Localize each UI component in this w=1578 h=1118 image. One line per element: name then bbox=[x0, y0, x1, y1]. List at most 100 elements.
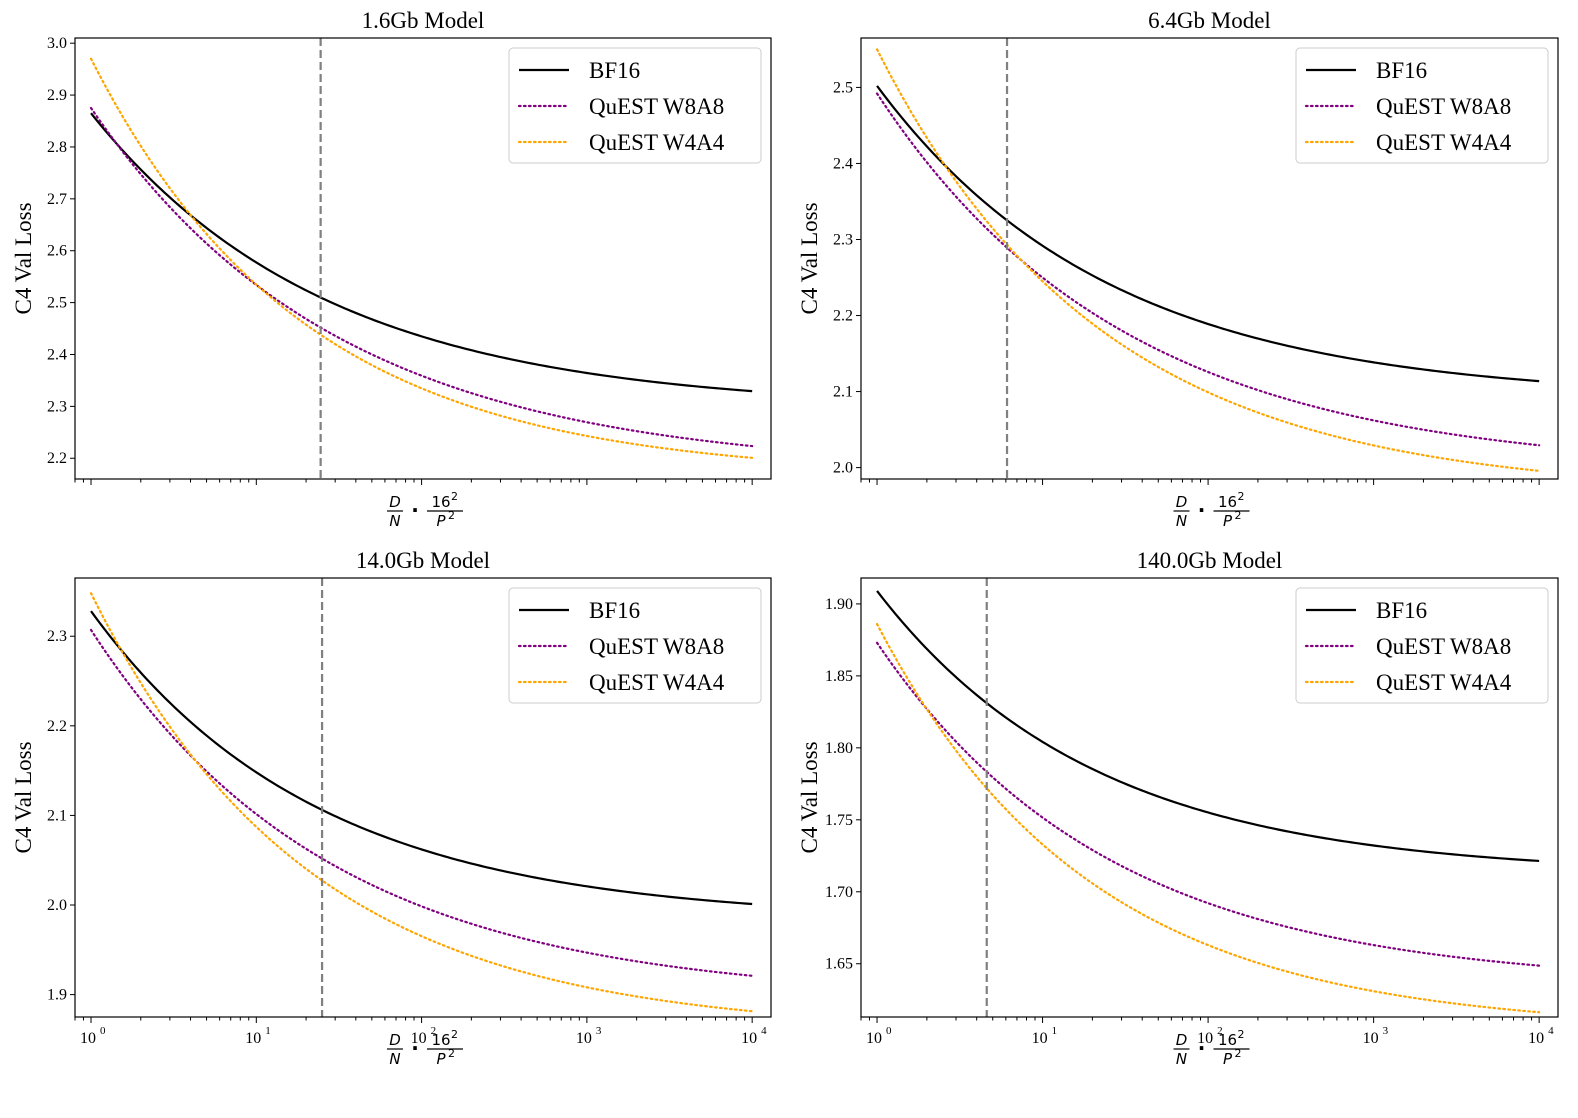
xlabel-multiply-dot: · bbox=[1198, 498, 1206, 522]
xlabel-den-base: P bbox=[436, 512, 446, 530]
xlabel-frac-numerator: D bbox=[1176, 1031, 1188, 1049]
y-axis-label: C4 Val Loss bbox=[797, 202, 822, 314]
y-tick-label: 2.5 bbox=[47, 295, 67, 312]
x-tick-label: 10 1 bbox=[1032, 1025, 1058, 1047]
x-tick-exponent: 1 bbox=[265, 1025, 271, 1037]
y-tick-label: 1.90 bbox=[825, 596, 853, 613]
xlabel-num-base: 16 bbox=[431, 493, 450, 511]
series-line-bf16 bbox=[90, 610, 753, 906]
x-axis-label: DN · 16 2P 2 bbox=[1173, 490, 1250, 530]
xlabel-num-base: 16 bbox=[1218, 1031, 1237, 1049]
plot-area-frame bbox=[74, 577, 772, 1018]
xlabel-frac-denominator: N bbox=[389, 512, 400, 530]
legend-label: BF16 bbox=[1376, 58, 1427, 83]
y-tick-label: 2.9 bbox=[47, 87, 67, 104]
xlabel-frac-denominator: N bbox=[1176, 512, 1187, 530]
y-tick-label: 2.2 bbox=[47, 450, 67, 467]
xlabel-num-exponent: 2 bbox=[451, 1028, 458, 1041]
plot-area-frame bbox=[74, 37, 772, 480]
xlabel-num-base: 16 bbox=[431, 1031, 450, 1049]
x-tick-exponent: 2 bbox=[431, 1025, 437, 1037]
series-line-bf16 bbox=[90, 112, 753, 393]
y-tick-label: 2.5 bbox=[833, 79, 853, 96]
y-tick-label: 2.7 bbox=[47, 191, 67, 208]
x-tick-base: 10 bbox=[866, 1030, 882, 1047]
x-tick-label: 10 2 bbox=[411, 1025, 437, 1047]
xlabel-den-base: P bbox=[1223, 1050, 1233, 1068]
xlabel-den-exponent: 2 bbox=[448, 1047, 455, 1060]
chart-panel-2: 6.4Gb Model C4 Val Loss 2.0 2.1 2.2 2.3 2.4 2.5… bbox=[797, 8, 1559, 530]
x-axis-label: DN · 16 2P 2 bbox=[387, 490, 463, 530]
chart-panel-1: 1.6Gb Model C4 Val Loss 2.2 2.3 2.4 2.5 2.6 2.7… bbox=[11, 8, 772, 530]
xlabel-num-exponent: 2 bbox=[1238, 1028, 1245, 1041]
legend-label: QuEST W8A8 bbox=[589, 634, 724, 659]
xlabel-frac-numerator: D bbox=[389, 1031, 401, 1049]
xlabel-frac-numerator: D bbox=[389, 493, 401, 511]
y-tick-label: 2.0 bbox=[47, 897, 67, 914]
x-tick-base: 10 bbox=[1197, 1030, 1213, 1047]
series-line-bf16 bbox=[876, 85, 1540, 383]
legend-label: QuEST W8A8 bbox=[1376, 94, 1511, 119]
y-tick-label: 2.4 bbox=[47, 346, 67, 363]
y-tick-label: 2.2 bbox=[833, 308, 853, 325]
legend: BF16 QuEST W8A8 QuEST W4A4 bbox=[1295, 587, 1549, 704]
xlabel-frac-denominator: N bbox=[389, 1050, 400, 1068]
x-tick-base: 10 bbox=[245, 1030, 261, 1047]
y-tick-label: 2.0 bbox=[833, 460, 853, 477]
x-tick-label: 10 0 bbox=[80, 1025, 106, 1047]
legend-label: QuEST W4A4 bbox=[589, 130, 725, 155]
legend-box bbox=[1295, 47, 1549, 164]
y-tick-label: 2.2 bbox=[47, 718, 67, 735]
xlabel-den-base: P bbox=[436, 1050, 446, 1068]
xlabel-frac-denominator: N bbox=[1176, 1050, 1187, 1068]
y-tick-label: 2.3 bbox=[47, 398, 67, 415]
x-tick-label: 10 4 bbox=[1528, 1025, 1554, 1047]
y-tick-label: 2.1 bbox=[47, 807, 67, 824]
legend-box bbox=[508, 587, 762, 704]
xlabel-multiply-dot: · bbox=[411, 1036, 419, 1060]
xlabel-den-base: P bbox=[1223, 512, 1233, 530]
y-axis-label: C4 Val Loss bbox=[797, 741, 822, 853]
legend-label: BF16 bbox=[589, 598, 640, 623]
x-axis-label: DN · 16 2P 2 bbox=[1173, 1028, 1250, 1068]
xlabel-den-exponent: 2 bbox=[1235, 509, 1242, 522]
y-tick-label: 2.8 bbox=[47, 139, 67, 156]
y-tick-label: 2.3 bbox=[833, 231, 853, 248]
xlabel-num-exponent: 2 bbox=[1238, 490, 1245, 503]
y-tick-label: 2.3 bbox=[47, 628, 67, 645]
x-tick-exponent: 2 bbox=[1217, 1025, 1223, 1037]
x-tick-base: 10 bbox=[1032, 1030, 1048, 1047]
y-tick-label: 1.70 bbox=[825, 884, 853, 901]
x-tick-exponent: 3 bbox=[596, 1025, 602, 1037]
legend-label: QuEST W4A4 bbox=[1376, 130, 1512, 155]
legend-box bbox=[508, 47, 762, 164]
legend: BF16 QuEST W8A8 QuEST W4A4 bbox=[1295, 47, 1549, 164]
x-axis-label: DN · 16 2P 2 bbox=[387, 1028, 463, 1068]
xlabel-den-exponent: 2 bbox=[448, 509, 455, 522]
series-line-quest-w4a4 bbox=[89, 57, 754, 459]
x-tick-label: 10 3 bbox=[1363, 1025, 1389, 1047]
x-tick-base: 10 bbox=[80, 1030, 96, 1047]
chart-title: 140.0Gb Model bbox=[1137, 548, 1283, 573]
y-tick-label: 1.80 bbox=[825, 740, 853, 757]
chart-panel-4: 140.0Gb Model C4 Val Loss 1.65 1.70 1.75 1.80… bbox=[797, 548, 1559, 1068]
chart-title: 6.4Gb Model bbox=[1148, 8, 1271, 33]
x-tick-exponent: 0 bbox=[886, 1025, 892, 1037]
chart-title: 14.0Gb Model bbox=[356, 548, 490, 573]
legend-label: QuEST W4A4 bbox=[1376, 670, 1512, 695]
legend-label: BF16 bbox=[589, 58, 640, 83]
plot-area-frame bbox=[860, 37, 1559, 480]
legend-label: BF16 bbox=[1376, 598, 1427, 623]
series-line-quest-w4a4 bbox=[89, 592, 754, 1013]
y-axis-label: C4 Val Loss bbox=[11, 202, 36, 314]
xlabel-num-exponent: 2 bbox=[451, 490, 458, 503]
legend-label: QuEST W8A8 bbox=[1376, 634, 1511, 659]
series-line-quest-w8a8 bbox=[875, 92, 1541, 447]
x-tick-base: 10 bbox=[741, 1030, 757, 1047]
xlabel-multiply-dot: · bbox=[1198, 1036, 1206, 1060]
xlabel-multiply-dot: · bbox=[411, 498, 419, 522]
x-tick-base: 10 bbox=[411, 1030, 427, 1047]
series-line-quest-w8a8 bbox=[89, 106, 754, 448]
